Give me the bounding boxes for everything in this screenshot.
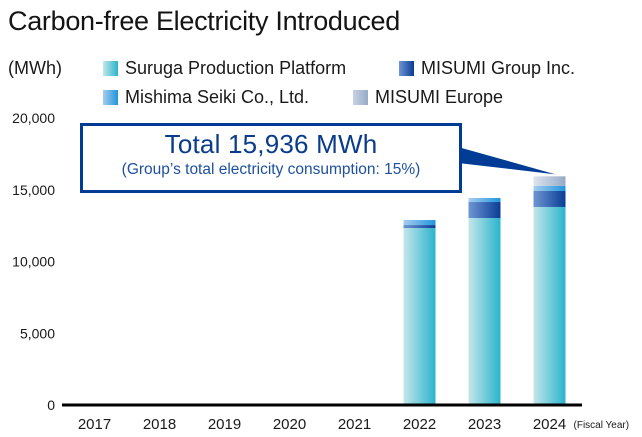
bar-segment-2024-misumi-europe: [533, 176, 566, 186]
legend-label: MISUMI Europe: [375, 87, 504, 107]
total-callout: Total 15,936 MWh (Group’s total electric…: [80, 123, 462, 193]
y-tick-label: 5,000: [20, 325, 55, 341]
y-axis: 0 5,000 10,000 15,000 20,000: [12, 110, 55, 413]
bars-group: [403, 176, 566, 405]
legend-swatch-misumi-group: [399, 61, 414, 76]
x-axis-unit-label: (Fiscal Year): [574, 420, 630, 431]
callout-leader-wedge: [458, 147, 556, 175]
legend-label: MISUMI Group Inc.: [421, 58, 576, 78]
x-tick-label: 2022: [403, 416, 436, 433]
legend-label: Mishima Seiki Co., Ltd.: [125, 87, 310, 107]
bar-segment-2024-mishima-seiki-co-ltd-: [533, 185, 566, 191]
legend-item-mishima-seiki: Mishima Seiki Co., Ltd.: [103, 87, 309, 108]
bar-segment-2023-suruga-production-platform: [468, 218, 501, 405]
x-tick-label: 2024: [533, 416, 566, 433]
bar-segment-2024-suruga-production-platform: [533, 206, 566, 405]
legend-label: Suruga Production Platform: [125, 58, 347, 78]
callout-leader: [458, 147, 556, 175]
x-tick-label: 2017: [78, 416, 111, 433]
legend-item-misumi-europe: MISUMI Europe: [353, 87, 503, 108]
bar-segment-2022-suruga-production-platform: [403, 228, 436, 405]
y-tick-label: 15,000: [12, 182, 55, 198]
y-tick-label: 10,000: [12, 254, 55, 270]
callout-share-text: (Group’s total electricity consumption: …: [121, 161, 421, 178]
x-axis: 2017 2018 2019 2020 2021 2022 2023 2024 (Fiscal …: [62, 403, 630, 433]
x-tick-label: 2018: [143, 416, 176, 433]
bar-segment-2023-misumi-group-inc-: [468, 202, 501, 219]
x-tick-label: 2019: [208, 416, 241, 433]
bar-segment-2023-mishima-seiki-co-ltd-: [468, 198, 501, 203]
y-tick-label: 0: [47, 397, 55, 413]
bar-segment-2022-mishima-seiki-co-ltd-: [403, 220, 436, 226]
callout-total-text: Total 15,936 MWh: [164, 129, 378, 159]
legend-item-suruga: Suruga Production Platform: [103, 58, 346, 79]
x-tick-label: 2023: [468, 416, 501, 433]
x-tick-label: 2020: [273, 416, 306, 433]
y-axis-unit-label: (MWh): [8, 58, 62, 78]
x-tick-label: 2021: [338, 416, 371, 433]
legend-swatch-suruga: [103, 61, 118, 76]
legend-item-misumi-group: MISUMI Group Inc.: [399, 58, 575, 79]
y-tick-label: 20,000: [12, 110, 55, 126]
chart-title: Carbon-free Electricity Introduced: [8, 6, 400, 36]
bar-segment-2022-misumi-group-inc-: [403, 225, 436, 229]
bar-segment-2024-misumi-group-inc-: [533, 190, 566, 207]
legend-swatch-mishima-seiki: [103, 90, 118, 105]
legend-swatch-misumi-europe: [353, 90, 368, 105]
